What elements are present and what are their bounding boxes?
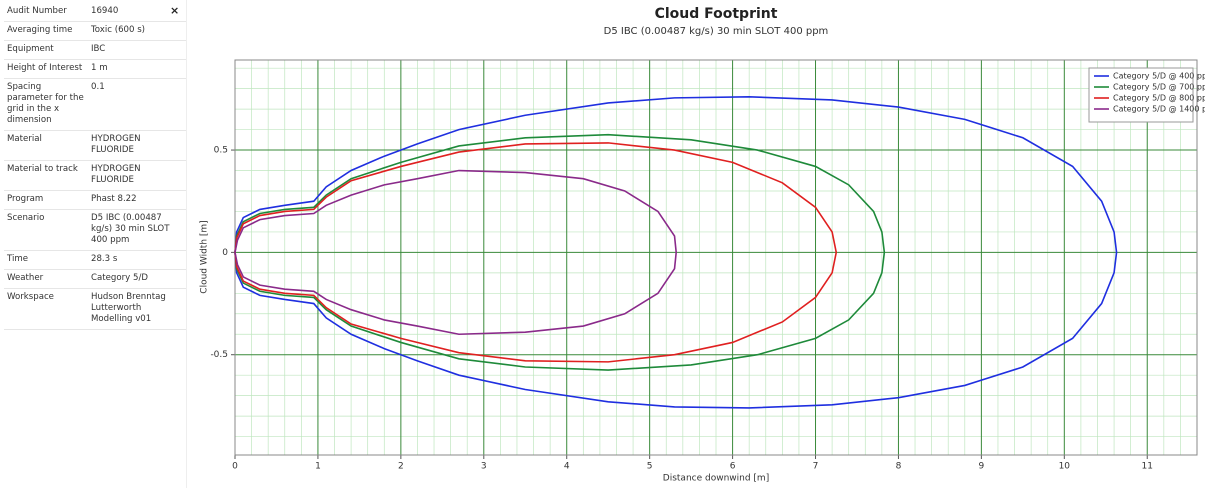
- property-name: Spacing parameter for the grid in the x …: [4, 78, 88, 131]
- property-name: Height of Interest: [4, 59, 88, 79]
- property-name: Audit Number: [4, 3, 88, 22]
- property-row: Workspace Hudson Brenntag Lutterworth Mod…: [4, 288, 186, 330]
- property-value: Category 5/D: [88, 269, 186, 289]
- y-tick-label: -0.5: [210, 350, 228, 360]
- x-tick-label: 9: [979, 462, 985, 472]
- property-row: Averaging time Toxic (600 s): [4, 21, 186, 41]
- x-tick-label: 6: [730, 462, 736, 472]
- property-name: Scenario: [4, 209, 88, 251]
- x-tick-label: 4: [564, 462, 570, 472]
- property-row: Material HYDROGEN FLUORIDE: [4, 130, 186, 161]
- property-value: HYDROGEN FLUORIDE: [88, 130, 186, 161]
- property-value: HYDROGEN FLUORIDE: [88, 160, 186, 191]
- contour-line: [234, 96, 1118, 409]
- legend-label: Category 5/D @ 700 ppm: [1113, 83, 1205, 92]
- property-value: Toxic (600 s): [88, 21, 186, 41]
- property-value: Hudson Brenntag Lutterworth Modelling v0…: [88, 288, 186, 330]
- property-name: Workspace: [4, 288, 88, 330]
- property-name: Weather: [4, 269, 88, 289]
- property-row: Scenario D5 IBC (0.00487 kg/s) 30 min SLO…: [4, 209, 186, 251]
- y-tick-label: 0.5: [214, 146, 228, 156]
- x-axis-label: Distance downwind [m]: [663, 474, 769, 484]
- property-row: Material to track HYDROGEN FLUORIDE: [4, 160, 186, 191]
- y-axis-label: Cloud Width [m]: [200, 220, 210, 293]
- y-tick-label: 0: [222, 248, 228, 258]
- property-row: Program Phast 8.22: [4, 190, 186, 210]
- x-tick-label: 11: [1142, 462, 1153, 472]
- x-tick-label: 1: [315, 462, 321, 472]
- property-row: Audit Number 16940: [4, 3, 186, 22]
- chart-title: Cloud Footprint: [655, 6, 778, 22]
- x-tick-label: 2: [398, 462, 404, 472]
- property-row: Time 28.3 s: [4, 250, 186, 270]
- close-button[interactable]: ×: [170, 4, 180, 17]
- contour-line: [234, 133, 886, 371]
- properties-table: Audit Number 16940 Averaging time Toxic (60…: [4, 3, 186, 330]
- property-row: Spacing parameter for the grid in the x …: [4, 78, 186, 131]
- x-tick-label: 10: [1059, 462, 1071, 472]
- property-name: Material to track: [4, 160, 88, 191]
- chart-subtitle: D5 IBC (0.00487 kg/s) 30 min SLOT 400 pp…: [604, 26, 829, 37]
- legend-label: Category 5/D @ 800 ppm: [1113, 94, 1205, 103]
- property-value: 16940: [88, 3, 186, 22]
- property-value: D5 IBC (0.00487 kg/s) 30 min SLOT 400 pp…: [88, 209, 186, 251]
- contour-line: [234, 169, 677, 336]
- properties-panel: Audit Number 16940 Averaging time Toxic (60…: [0, 0, 187, 488]
- legend-label: Category 5/D @ 1400 ppm: [1113, 105, 1205, 114]
- property-row: Equipment IBC: [4, 40, 186, 60]
- x-tick-label: 5: [647, 462, 653, 472]
- property-value: 1 m: [88, 59, 186, 79]
- property-name: Material: [4, 130, 88, 161]
- property-value: 0.1: [88, 78, 186, 131]
- property-name: Program: [4, 190, 88, 210]
- property-name: Equipment: [4, 40, 88, 60]
- x-tick-label: 0: [232, 462, 238, 472]
- property-row: Height of Interest 1 m: [4, 59, 186, 79]
- property-value: 28.3 s: [88, 250, 186, 270]
- property-value: IBC: [88, 40, 186, 60]
- property-name: Averaging time: [4, 21, 88, 41]
- property-name: Time: [4, 250, 88, 270]
- x-tick-label: 8: [896, 462, 902, 472]
- x-tick-label: 7: [813, 462, 819, 472]
- legend-box: [1088, 67, 1194, 123]
- property-row: Weather Category 5/D: [4, 269, 186, 289]
- property-value: Phast 8.22: [88, 190, 186, 210]
- x-tick-label: 3: [481, 462, 487, 472]
- contour-line: [234, 142, 838, 363]
- legend-label: Category 5/D @ 400 ppm: [1113, 72, 1205, 81]
